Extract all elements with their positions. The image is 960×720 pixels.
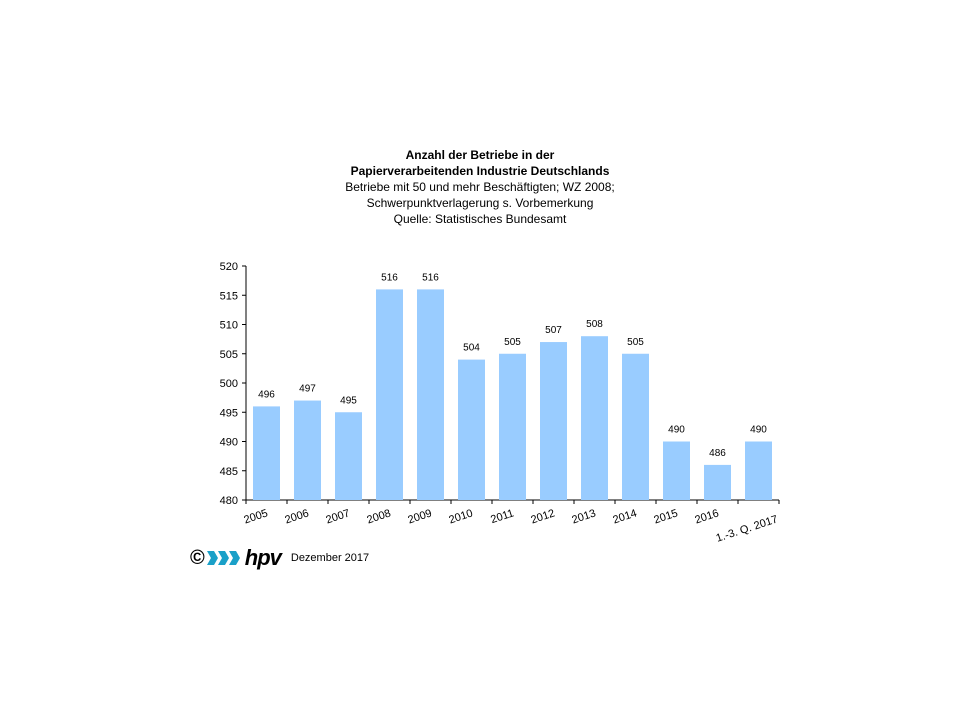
data-label: 486 <box>709 448 726 459</box>
y-tick-label: 495 <box>220 407 238 419</box>
hpv-logo-text: hpv <box>244 545 282 570</box>
x-tick-label: 2007 <box>324 507 351 526</box>
copyright-symbol: © <box>190 547 205 569</box>
bar <box>253 406 280 500</box>
x-tick-label: 2015 <box>652 507 679 526</box>
bar <box>458 359 485 500</box>
bar <box>376 289 403 500</box>
bar <box>499 353 526 500</box>
x-tick-label: 2008 <box>365 507 392 526</box>
x-tick-label: 2011 <box>489 507 515 526</box>
hpv-logo-arrows-icon <box>206 549 241 567</box>
x-tick-label: 2010 <box>447 507 474 526</box>
data-label: 516 <box>381 272 398 283</box>
data-label: 508 <box>586 319 603 330</box>
data-label: 516 <box>422 272 439 283</box>
bar <box>663 441 690 500</box>
y-tick-label: 490 <box>220 437 238 449</box>
bar <box>581 336 608 500</box>
y-tick-label: 505 <box>220 349 238 361</box>
y-tick-label: 500 <box>220 378 238 390</box>
chart-title: Anzahl der Betriebe in der <box>405 148 555 162</box>
data-label: 490 <box>668 425 685 436</box>
x-tick-label: 2005 <box>242 507 269 526</box>
y-tick-label: 515 <box>220 290 238 302</box>
chart-title-line2: Papierverarbeitenden Industrie Deutschla… <box>350 164 610 178</box>
footer-date: Dezember 2017 <box>290 552 370 564</box>
x-tick-label: 1.-3. Q. 2017 <box>715 513 780 544</box>
bar <box>417 289 444 500</box>
data-label: 505 <box>627 337 644 348</box>
y-tick-label: 520 <box>220 261 238 273</box>
data-label: 497 <box>299 384 316 395</box>
data-label: 507 <box>545 325 562 336</box>
footer: © hpv Dezember 2017 <box>190 546 369 570</box>
chart-subtitle-3: Quelle: Statistisches Bundesamt <box>393 212 567 226</box>
x-tick-label: 2006 <box>283 507 310 526</box>
y-tick-label: 480 <box>220 495 238 507</box>
x-tick-label: 2012 <box>529 507 556 526</box>
y-tick-label: 510 <box>220 320 238 332</box>
bar <box>540 342 567 500</box>
data-label: 504 <box>463 343 480 354</box>
y-tick-label: 485 <box>220 466 238 478</box>
data-label: 490 <box>750 425 767 436</box>
data-label: 496 <box>258 389 275 400</box>
x-tick-label: 2013 <box>570 507 597 526</box>
data-label: 495 <box>340 395 357 406</box>
bar <box>622 353 649 500</box>
chart-title-block: Anzahl der Betriebe in der Papierverarbe… <box>280 147 680 227</box>
data-label: 505 <box>504 337 521 348</box>
bar <box>335 412 362 500</box>
bar <box>745 441 772 500</box>
bar <box>294 400 321 500</box>
bar <box>704 464 731 500</box>
x-tick-label: 2009 <box>406 507 433 526</box>
x-tick-label: 2016 <box>693 507 720 526</box>
x-tick-label: 2014 <box>611 507 638 526</box>
chart-subtitle-1: Betriebe mit 50 und mehr Beschäftigten; … <box>345 180 615 194</box>
chart-subtitle-2: Schwerpunktverlagerung s. Vorbemerkung <box>366 196 594 210</box>
